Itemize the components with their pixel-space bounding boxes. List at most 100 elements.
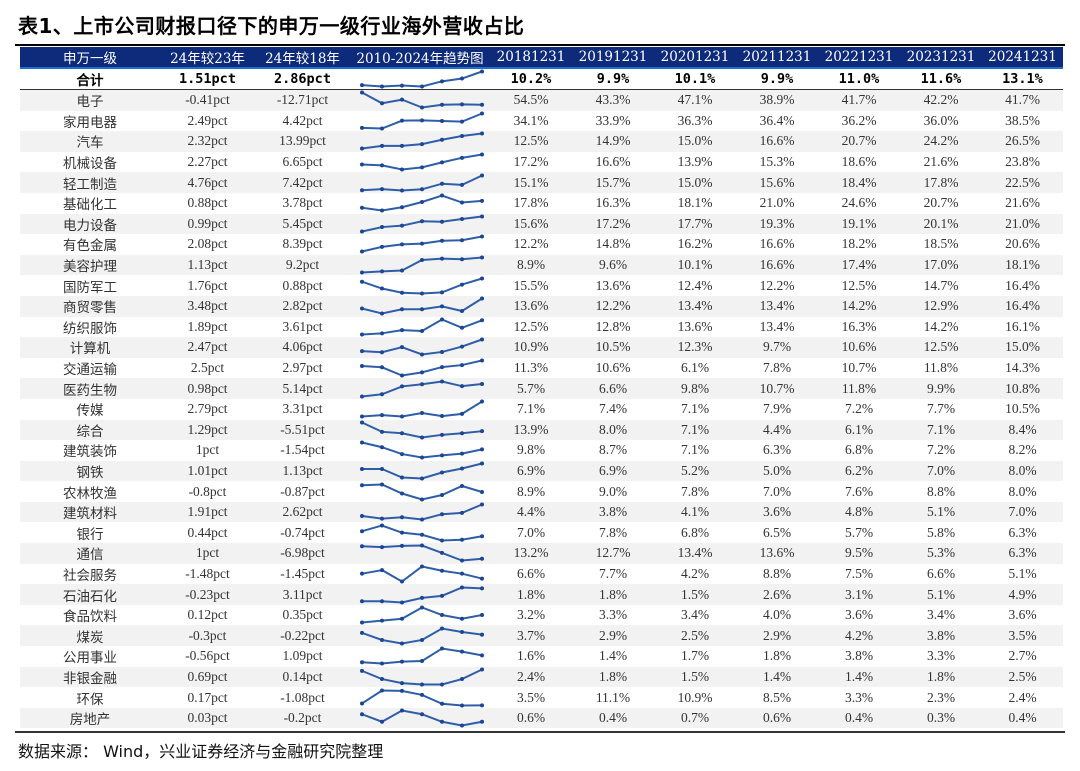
sparkline-point bbox=[480, 199, 484, 204]
sparkline-point bbox=[480, 461, 484, 466]
sparkline-cell bbox=[350, 131, 490, 152]
sparkline-point bbox=[460, 119, 464, 124]
value-2018: 10.2% bbox=[490, 68, 572, 90]
table-row: 轻工制造 4.76pct 7.42pct 15.1% 15.7% 15.0% 15.6% 18… bbox=[20, 172, 1063, 193]
value-2022: 7.5% bbox=[818, 563, 900, 585]
sparkline-point bbox=[440, 551, 444, 556]
sparkline-cell bbox=[350, 584, 490, 605]
table-row: 煤炭 -0.3pct -0.22pct 3.7% 2.9% 2.5% 2.9% 4.2% 3.8… bbox=[20, 625, 1063, 647]
value-2022: 12.5% bbox=[818, 275, 900, 296]
value-2021: 5.0% bbox=[736, 460, 818, 482]
value-2022: 7.2% bbox=[818, 398, 900, 420]
sparkline-point bbox=[460, 344, 464, 349]
value-2023: 7.7% bbox=[900, 398, 982, 420]
sparkline-point bbox=[440, 160, 444, 165]
value-2018: 13.6% bbox=[490, 295, 572, 317]
value-2021: 21.0% bbox=[736, 192, 818, 214]
value-2023: 8.8% bbox=[900, 481, 982, 502]
sparkline-point bbox=[360, 668, 364, 673]
value-2021: 3.6% bbox=[736, 501, 818, 523]
value-2022: 10.6% bbox=[818, 337, 900, 358]
value-2019: 10.6% bbox=[572, 357, 654, 379]
sparkline-point bbox=[380, 482, 384, 487]
sparkline-point bbox=[460, 723, 464, 728]
change-vs-18: 2.86pct bbox=[255, 68, 350, 90]
sparkline-point bbox=[380, 445, 384, 450]
value-2024: 2.4% bbox=[982, 687, 1063, 708]
value-2018: 13.9% bbox=[490, 419, 572, 441]
value-2020: 7.1% bbox=[654, 398, 736, 420]
value-2018: 12.2% bbox=[490, 234, 572, 255]
value-2020: 10.1% bbox=[654, 254, 736, 276]
sparkline-cell bbox=[350, 604, 490, 626]
sparkline-cell bbox=[350, 419, 490, 441]
sparkline-point bbox=[360, 620, 364, 625]
change-vs-18: 0.35pct bbox=[255, 604, 350, 626]
value-2020: 10.1% bbox=[654, 68, 736, 90]
value-2018: 12.5% bbox=[490, 316, 572, 338]
value-2021: 1.8% bbox=[736, 646, 818, 667]
change-vs-23: 1.91pct bbox=[160, 501, 255, 523]
sparkline-point bbox=[360, 279, 364, 284]
sparkline-point bbox=[380, 331, 384, 336]
value-2019: 2.9% bbox=[572, 625, 654, 647]
sparkline-point bbox=[380, 516, 384, 521]
table-row: 电子 -0.41pct -12.71pct 54.5% 43.3% 47.1% 38.9% 4… bbox=[20, 89, 1063, 111]
sparkline-point bbox=[400, 600, 404, 605]
sparkline-point bbox=[400, 188, 404, 193]
industry-name: 石油石化 bbox=[20, 584, 160, 605]
sparkline-point bbox=[400, 530, 404, 535]
sparkline-point bbox=[400, 708, 404, 713]
change-vs-18: 3.78pct bbox=[255, 192, 350, 214]
industry-name: 食品饮料 bbox=[20, 604, 160, 626]
sparkline-point bbox=[440, 492, 444, 497]
change-vs-18: 3.31pct bbox=[255, 398, 350, 420]
header-2018: 20181231 bbox=[490, 47, 572, 69]
value-2018: 11.3% bbox=[490, 357, 572, 379]
change-vs-18: 1.09pct bbox=[255, 646, 350, 667]
sparkline-point bbox=[380, 208, 384, 213]
value-2018: 0.6% bbox=[490, 707, 572, 729]
value-2021: 4.0% bbox=[736, 604, 818, 626]
sparkline-line bbox=[361, 421, 483, 439]
value-2020: 5.2% bbox=[654, 460, 736, 482]
trend-sparkline bbox=[360, 358, 484, 378]
sparkline-point bbox=[440, 379, 444, 384]
change-vs-23: 2.47pct bbox=[160, 337, 255, 358]
value-2024: 10.8% bbox=[982, 378, 1063, 399]
sparkline-point bbox=[360, 514, 364, 519]
sparkline-point bbox=[480, 613, 484, 618]
value-2019: 7.4% bbox=[572, 398, 654, 420]
industry-name: 电子 bbox=[20, 89, 160, 111]
value-2020: 10.9% bbox=[654, 687, 736, 708]
value-2022: 36.2% bbox=[818, 110, 900, 132]
trend-sparkline bbox=[360, 543, 484, 563]
sparkline-point bbox=[380, 224, 384, 229]
industry-name: 医药生物 bbox=[20, 378, 160, 399]
change-vs-18: 4.42pct bbox=[255, 110, 350, 132]
value-2018: 3.5% bbox=[490, 687, 572, 708]
sparkline-point bbox=[460, 257, 464, 262]
change-vs-23: 3.48pct bbox=[160, 295, 255, 317]
change-vs-18: -12.71pct bbox=[255, 89, 350, 111]
change-vs-18: 8.39pct bbox=[255, 234, 350, 255]
value-2021: 16.6% bbox=[736, 131, 818, 152]
sparkline-cell bbox=[350, 563, 490, 585]
sparkline-point bbox=[440, 290, 444, 295]
change-vs-23: 0.99pct bbox=[160, 213, 255, 235]
industry-name: 环保 bbox=[20, 687, 160, 708]
table-row: 国防军工 1.76pct 0.88pct 15.5% 13.6% 12.4% 12.2% 12… bbox=[20, 275, 1063, 296]
sparkline-point bbox=[420, 455, 424, 460]
sparkline-point bbox=[420, 200, 424, 205]
sparkline-point bbox=[420, 84, 424, 89]
sparkline-point bbox=[400, 384, 404, 389]
header-row: 申万一级 24年较23年 24年较18年 2010-2024年趋势图 20181… bbox=[20, 47, 1063, 69]
sparkline-point bbox=[380, 286, 384, 291]
value-2020: 2.5% bbox=[654, 625, 736, 647]
value-2021: 13.6% bbox=[736, 543, 818, 564]
industry-name: 机械设备 bbox=[20, 151, 160, 173]
sparkline-cell bbox=[350, 192, 490, 214]
industry-name: 煤炭 bbox=[20, 625, 160, 647]
sparkline-point bbox=[420, 692, 424, 697]
sparkline-point bbox=[380, 719, 384, 724]
